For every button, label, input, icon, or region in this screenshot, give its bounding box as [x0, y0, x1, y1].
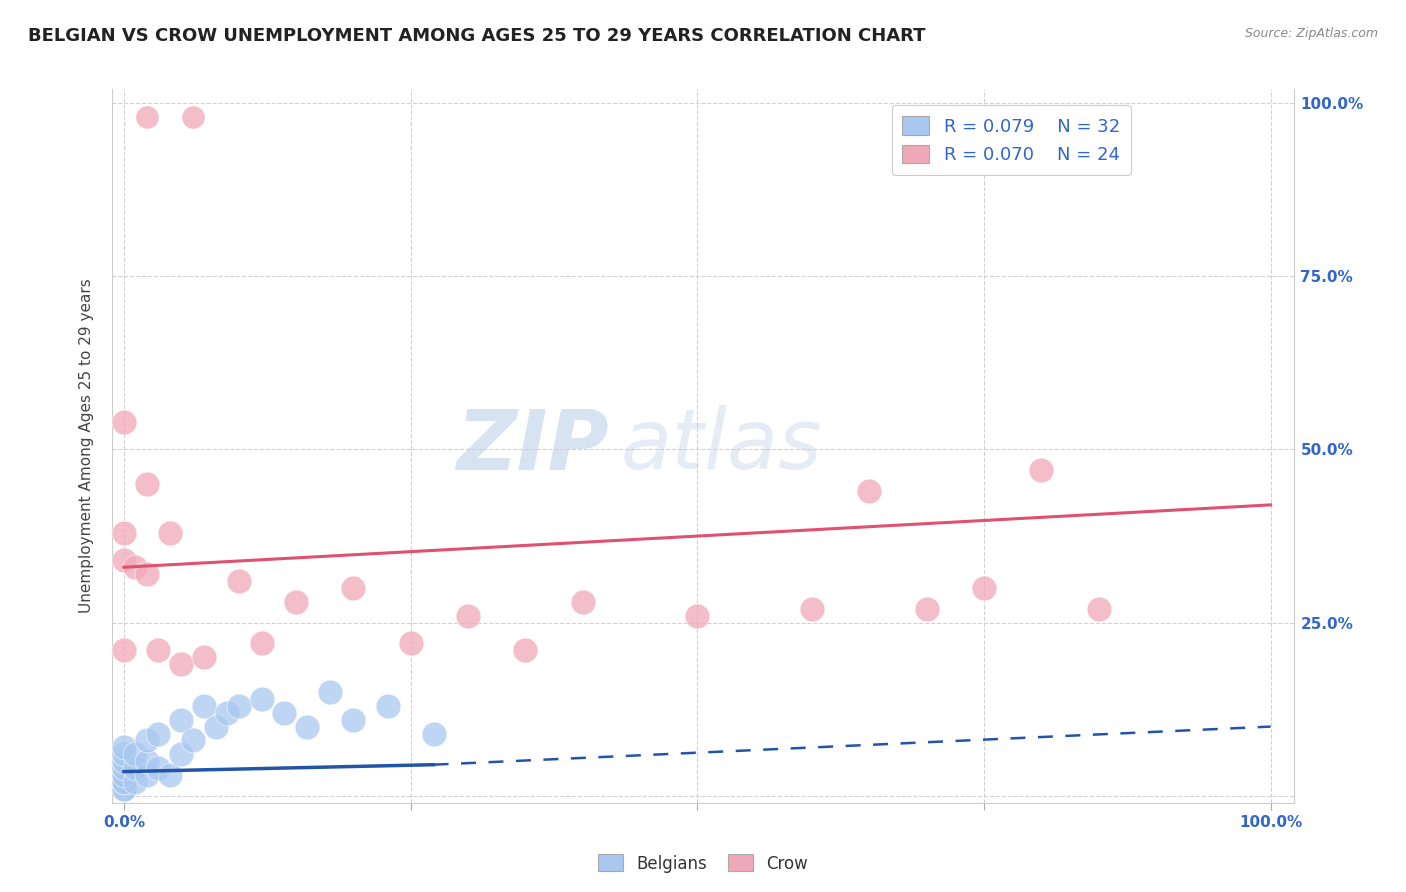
Point [399, 636, 422, 650]
Point [112, 768, 135, 782]
Point [973, 581, 995, 595]
Point [148, 761, 170, 775]
Point [457, 608, 479, 623]
Point [112, 643, 135, 657]
Point [1087, 602, 1109, 616]
Point [515, 643, 537, 657]
Point [193, 698, 215, 713]
Point [800, 602, 823, 616]
Point [217, 706, 239, 720]
Point [112, 761, 135, 775]
Point [124, 775, 146, 789]
Point [148, 726, 170, 740]
Point [250, 636, 273, 650]
Point [858, 483, 880, 498]
Point [112, 781, 135, 796]
Point [686, 608, 709, 623]
Point [112, 754, 135, 768]
Point [159, 768, 181, 782]
Point [112, 781, 135, 796]
Point [170, 747, 193, 762]
Point [159, 525, 181, 540]
Point [319, 685, 342, 699]
Text: ZIP: ZIP [456, 406, 609, 486]
Point [297, 720, 319, 734]
Point [228, 698, 250, 713]
Point [112, 747, 135, 762]
Point [915, 602, 938, 616]
Point [181, 110, 204, 124]
Point [342, 713, 364, 727]
Point [181, 733, 204, 747]
Point [112, 415, 135, 429]
Point [135, 754, 157, 768]
Point [135, 733, 157, 747]
Point [135, 477, 157, 491]
Point [228, 574, 250, 588]
Point [422, 726, 444, 740]
Point [571, 595, 593, 609]
Point [112, 525, 135, 540]
Point [112, 740, 135, 755]
Legend: R = 0.079    N = 32, R = 0.070    N = 24: R = 0.079 N = 32, R = 0.070 N = 24 [891, 105, 1130, 175]
Point [124, 560, 146, 574]
Point [377, 698, 399, 713]
Point [112, 775, 135, 789]
Point [124, 747, 146, 762]
Point [273, 706, 295, 720]
Point [135, 110, 157, 124]
Point [170, 713, 193, 727]
Point [170, 657, 193, 672]
Point [204, 720, 226, 734]
Point [342, 581, 364, 595]
Text: Source: ZipAtlas.com: Source: ZipAtlas.com [1244, 27, 1378, 40]
Point [112, 553, 135, 567]
Y-axis label: Unemployment Among Ages 25 to 29 years: Unemployment Among Ages 25 to 29 years [79, 278, 94, 614]
Text: BELGIAN VS CROW UNEMPLOYMENT AMONG AGES 25 TO 29 YEARS CORRELATION CHART: BELGIAN VS CROW UNEMPLOYMENT AMONG AGES … [28, 27, 925, 45]
Point [124, 761, 146, 775]
Point [112, 775, 135, 789]
Text: atlas: atlas [620, 406, 823, 486]
Point [250, 691, 273, 706]
Point [135, 768, 157, 782]
Point [1031, 463, 1053, 477]
Legend: Belgians, Crow: Belgians, Crow [592, 847, 814, 880]
Point [148, 643, 170, 657]
Point [135, 567, 157, 582]
Point [193, 650, 215, 665]
Point [284, 595, 307, 609]
